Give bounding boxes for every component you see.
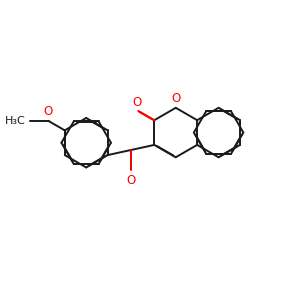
Text: O: O	[132, 96, 141, 109]
Text: O: O	[126, 174, 136, 187]
Text: O: O	[171, 92, 180, 106]
Text: O: O	[44, 105, 53, 118]
Text: H₃C: H₃C	[5, 116, 26, 126]
